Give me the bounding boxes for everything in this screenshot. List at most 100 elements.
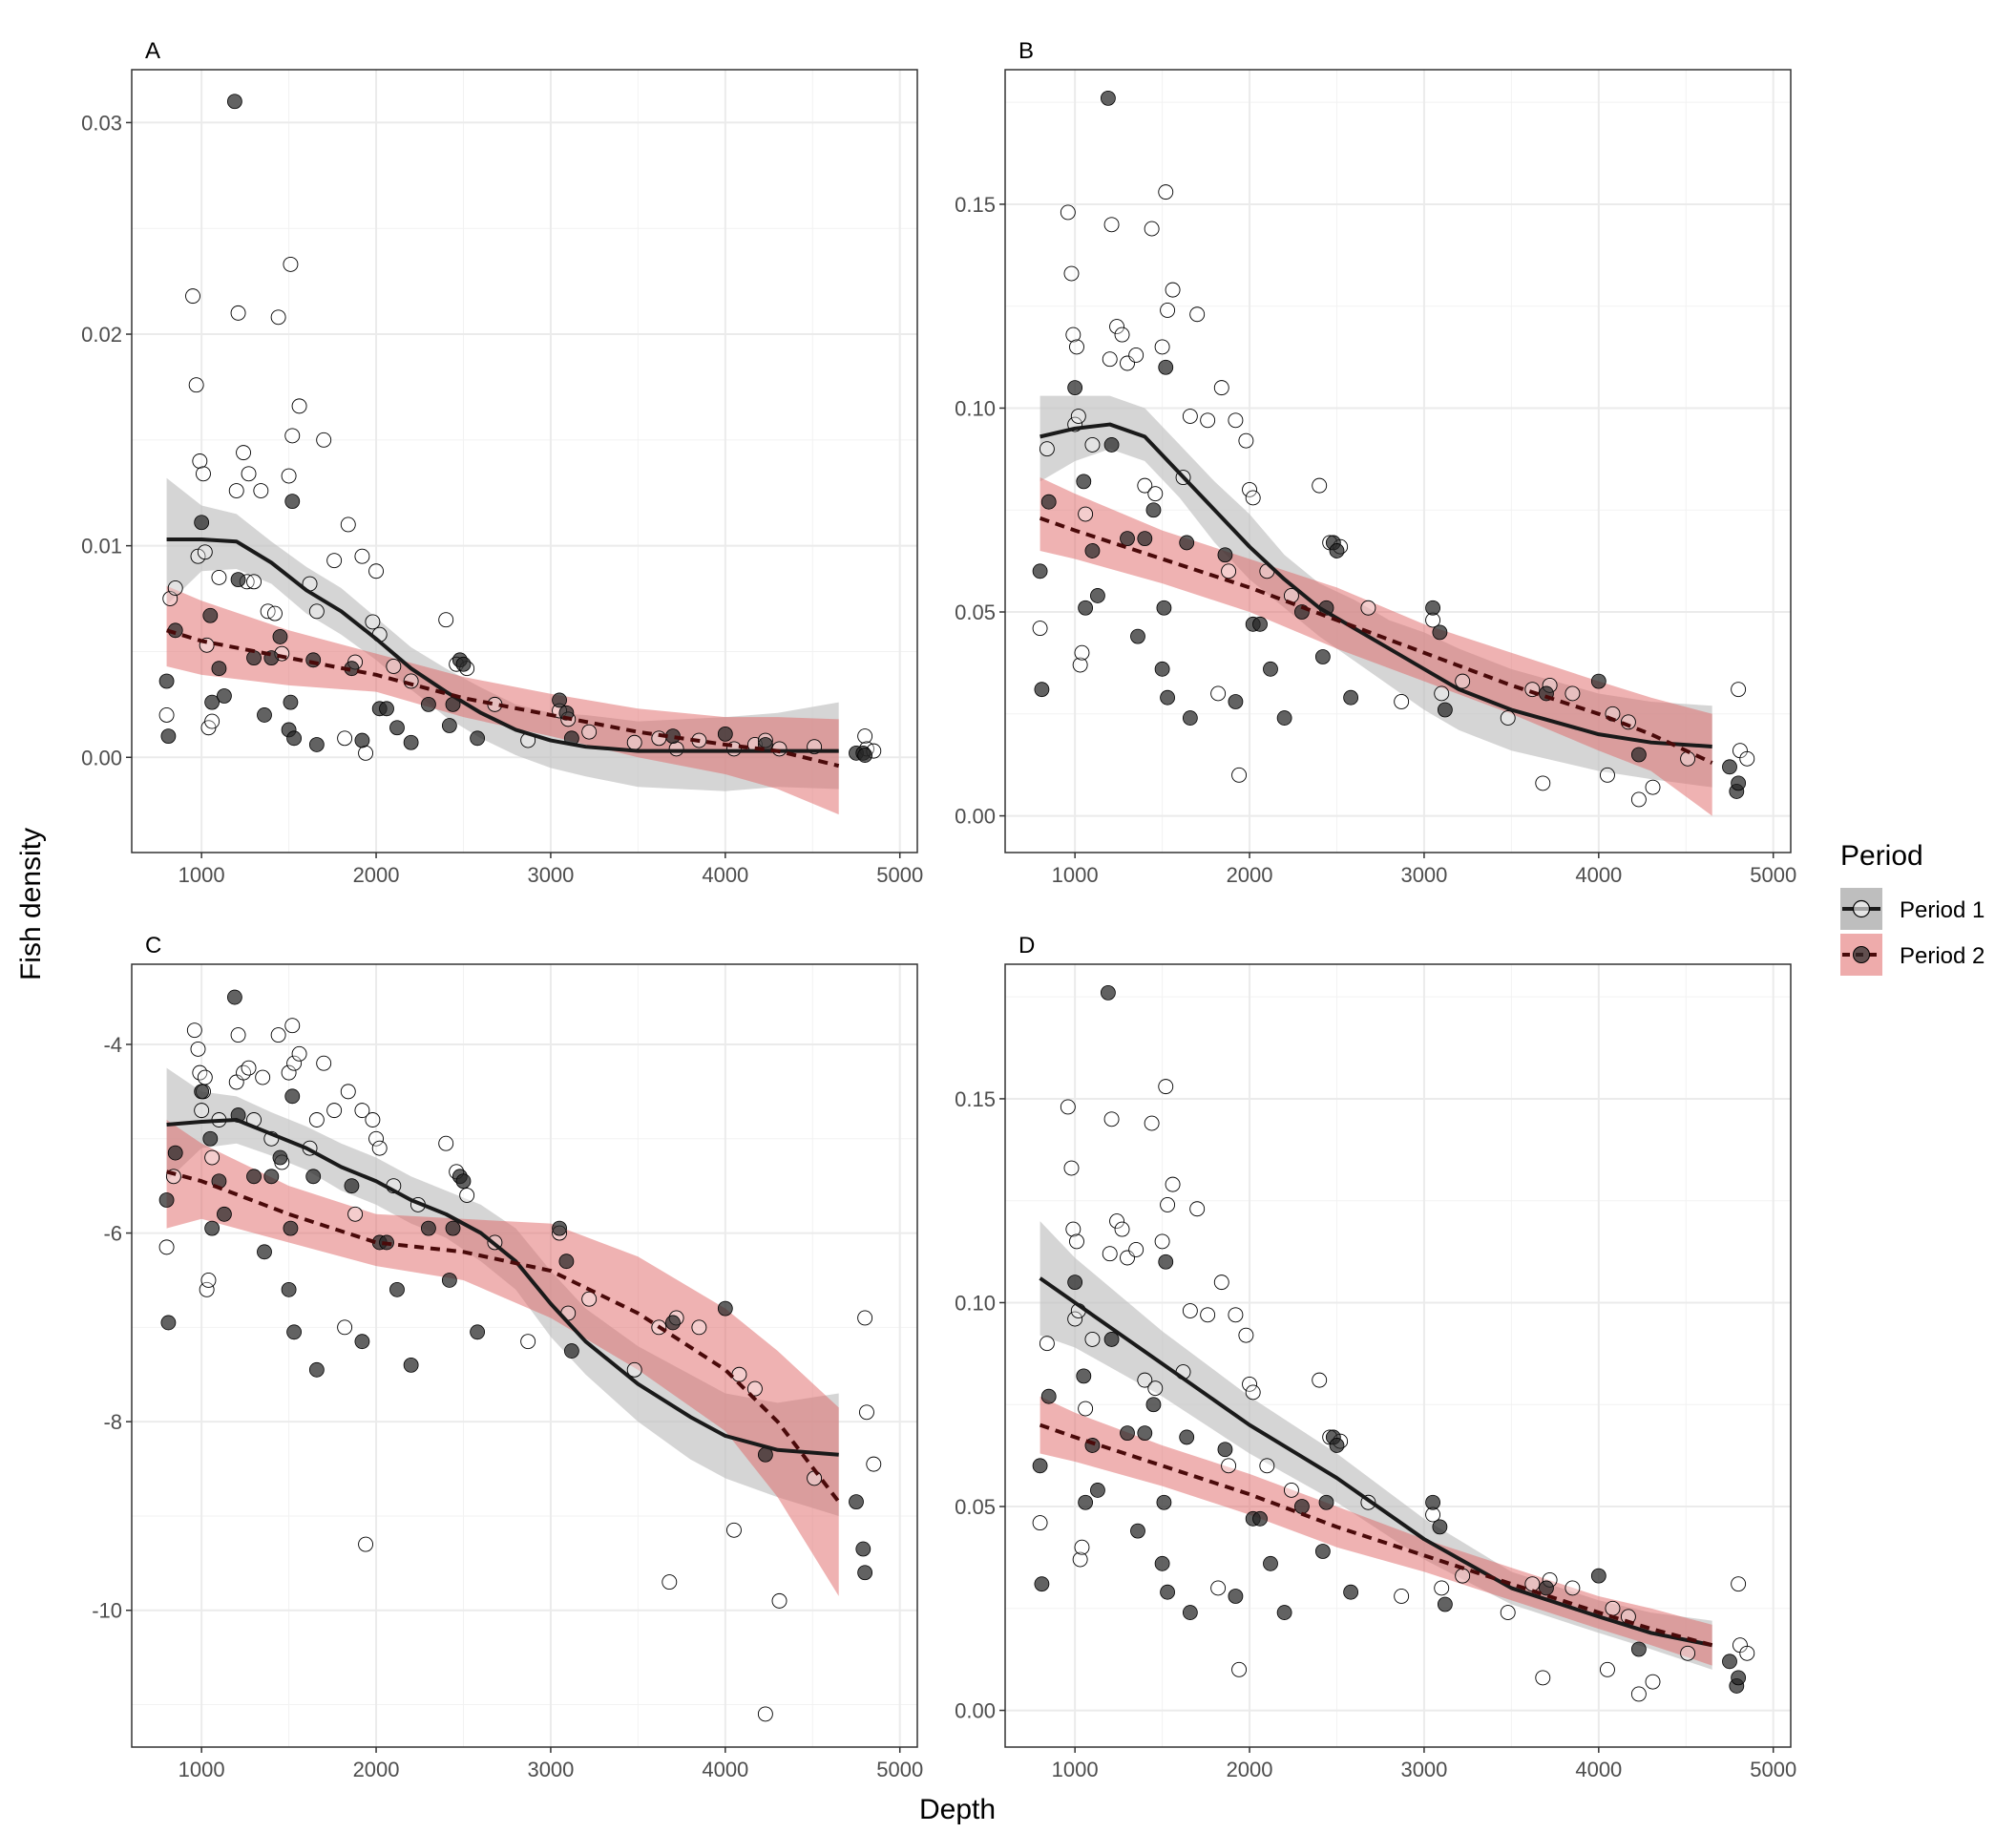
period-2-point xyxy=(1090,588,1105,603)
period-2-point xyxy=(160,728,177,745)
period-1-point xyxy=(1238,1327,1254,1343)
period-2-fit-line xyxy=(1039,1422,1713,1648)
period-1-point xyxy=(386,659,402,674)
y-tick-label: 0.00 xyxy=(955,805,996,829)
period-1-point xyxy=(1645,1674,1661,1690)
period-1-point xyxy=(1102,351,1118,368)
period-2-point xyxy=(158,1192,175,1208)
period-1-point xyxy=(1154,1233,1170,1250)
panel-c: 1000 2000 3000 4000 5000 -10 -8 -6 -4 C xyxy=(92,933,923,1781)
x-tick-label: 5000 xyxy=(1750,1758,1796,1781)
period-2-point xyxy=(1731,775,1747,791)
y-tick-label: -6 xyxy=(103,1222,122,1246)
period-1-point xyxy=(1231,1661,1248,1677)
period-1-point xyxy=(1137,477,1153,494)
period-2-point xyxy=(1276,1605,1292,1620)
period-1-point xyxy=(186,1022,202,1039)
period-2-point xyxy=(403,1357,419,1373)
period-2-point xyxy=(389,1281,405,1297)
period-2-point xyxy=(284,494,301,510)
period-2-point xyxy=(1040,1388,1057,1404)
period-1-point xyxy=(326,1103,343,1119)
period-2-point xyxy=(1179,1429,1195,1445)
legend-label-period-1: Period 1 xyxy=(1900,897,1984,923)
y-tick-label: 0.10 xyxy=(955,396,996,420)
period-2-fit-line xyxy=(1039,516,1713,765)
period-2-point xyxy=(204,694,220,710)
period-1-point xyxy=(1213,380,1229,396)
period-1-point xyxy=(1228,412,1244,429)
period-1-point xyxy=(1189,306,1206,323)
legend-title: Period xyxy=(1840,840,1923,872)
period-2-point xyxy=(217,1206,232,1222)
period-1-point xyxy=(1731,1576,1747,1592)
period-1-point xyxy=(167,580,183,596)
period-2-point xyxy=(1630,747,1647,763)
period-1-point xyxy=(1455,1568,1471,1584)
legend: Period Period 1 Period 2 xyxy=(1840,840,1984,976)
period-1-point xyxy=(188,377,204,393)
period-1-point xyxy=(1074,644,1090,661)
period-1-point xyxy=(581,1291,598,1307)
period-2-point xyxy=(379,701,394,717)
y-tick-label: 0.15 xyxy=(955,193,996,217)
period-2-point xyxy=(1217,547,1233,563)
period-1-point xyxy=(228,483,244,498)
period-2-confidence-band xyxy=(1040,477,1712,816)
period-1-point xyxy=(1228,1307,1244,1323)
period-1-point xyxy=(771,1592,788,1609)
period-2-point xyxy=(272,1149,288,1166)
period-1-point xyxy=(1312,477,1328,494)
x-tick-label: 5000 xyxy=(876,1758,923,1781)
period-1-point xyxy=(241,1060,257,1076)
period-1-point xyxy=(354,1103,370,1119)
period-2-point xyxy=(441,718,457,733)
period-1-point xyxy=(1147,1380,1164,1397)
period-2-point xyxy=(1329,1438,1345,1453)
period-2-point xyxy=(1120,1425,1135,1442)
period-2-point xyxy=(1120,531,1135,547)
period-1-point xyxy=(1221,1458,1237,1474)
period-1-point xyxy=(726,1522,742,1538)
period-2-point xyxy=(857,1565,873,1581)
period-1-point xyxy=(1109,319,1124,335)
period-1-point xyxy=(1564,685,1581,702)
panel-c-border xyxy=(131,963,918,1748)
period-1-point xyxy=(241,466,257,482)
period-2-point xyxy=(1252,1510,1268,1527)
y-tick-label: -8 xyxy=(103,1410,122,1434)
period-1-point xyxy=(270,309,286,326)
period-1-point xyxy=(1200,412,1216,429)
period-2-point xyxy=(1154,1555,1170,1571)
period-1-point xyxy=(185,288,200,305)
period-1-point xyxy=(1680,1645,1696,1661)
period-2-point xyxy=(1294,1499,1310,1514)
period-2-point xyxy=(558,1254,575,1270)
period-2-point xyxy=(167,1145,183,1161)
x-tick-label: 1000 xyxy=(178,863,225,887)
period-1-point xyxy=(1182,1303,1198,1318)
period-1-point xyxy=(340,1084,356,1100)
period-1-point xyxy=(347,1206,364,1222)
period-2-point xyxy=(1228,694,1244,709)
period-1-point xyxy=(1600,1661,1615,1677)
period-1-point xyxy=(283,256,299,272)
period-1-point xyxy=(230,305,246,321)
period-2-point xyxy=(1084,543,1101,558)
panel-label: B xyxy=(1018,38,1034,64)
panel-d-border xyxy=(1004,963,1792,1748)
period-1-point xyxy=(1065,327,1082,343)
period-2-point xyxy=(1182,710,1198,726)
x-tick-label: 2000 xyxy=(353,1758,400,1781)
y-tick-label: 0.00 xyxy=(955,1699,996,1723)
x-tick-label: 2000 xyxy=(1227,1758,1273,1781)
y-tick-label: 0.05 xyxy=(955,1495,996,1519)
period-1-point xyxy=(1065,1221,1082,1237)
period-2-point xyxy=(665,1315,681,1331)
period-1-point xyxy=(438,1135,454,1151)
period-1-point xyxy=(1564,1580,1581,1596)
period-2-point xyxy=(1034,1576,1050,1592)
y-tick-label: 0.15 xyxy=(955,1087,996,1111)
legend-label-period-2: Period 2 xyxy=(1900,943,1984,969)
period-1-point xyxy=(1158,1079,1174,1095)
